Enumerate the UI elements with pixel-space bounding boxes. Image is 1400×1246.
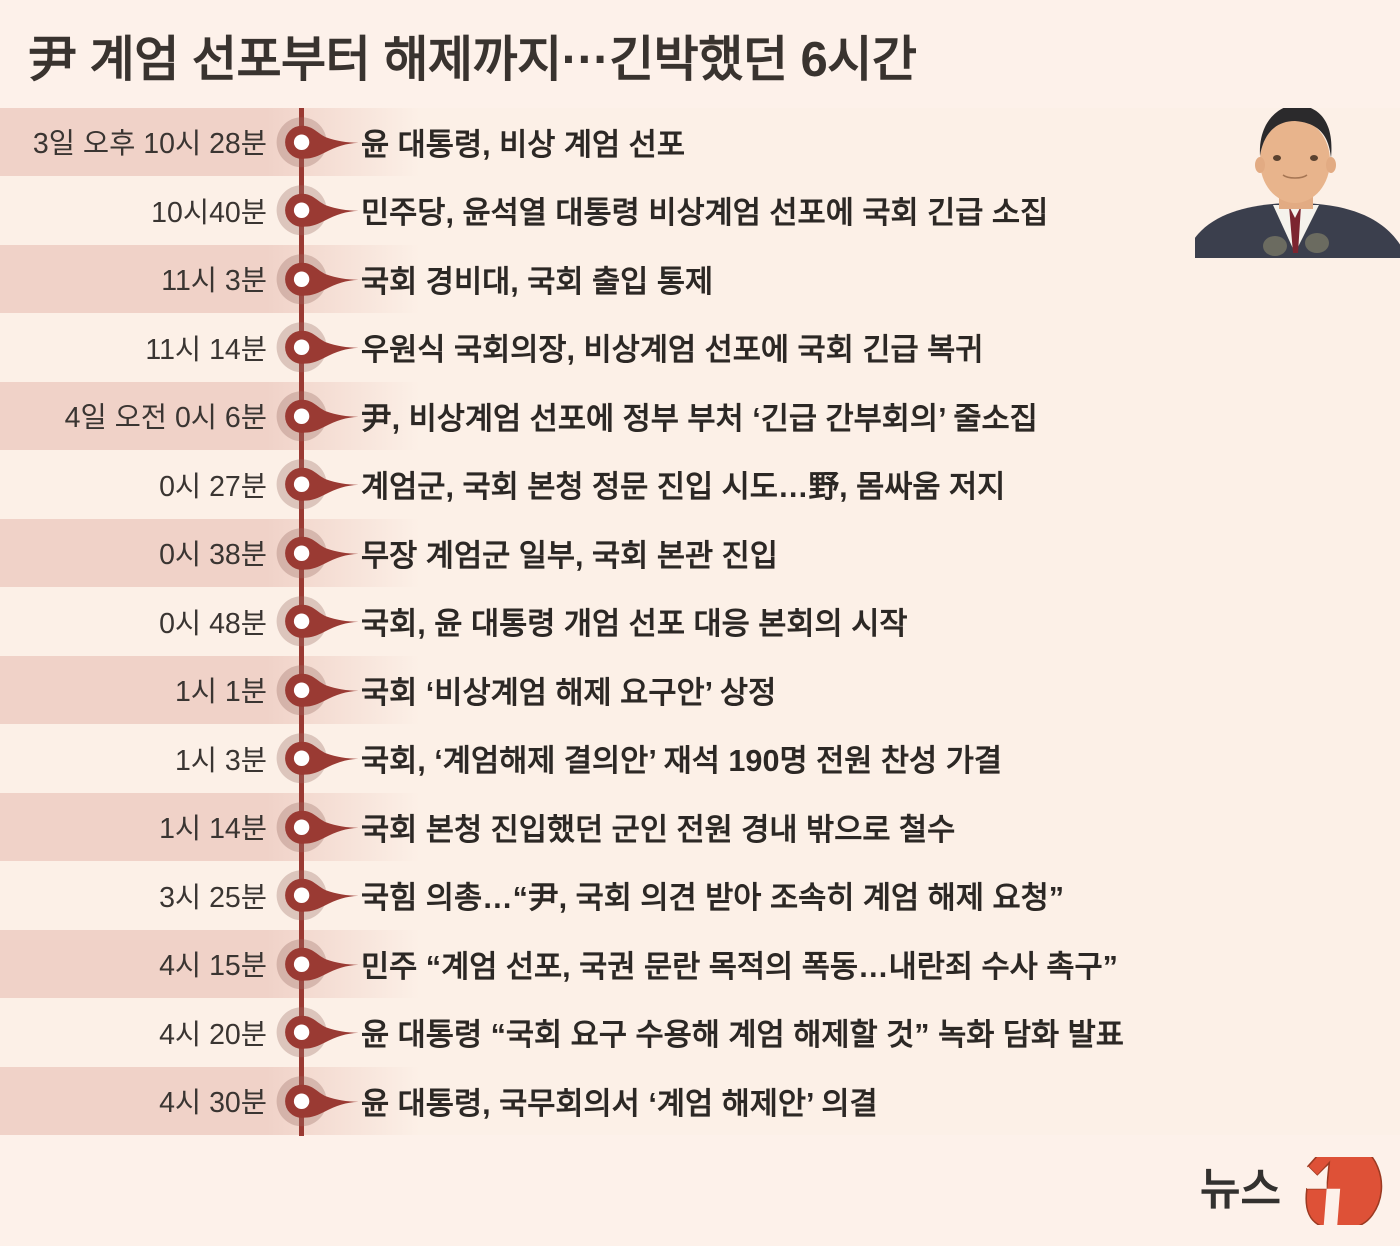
svg-text:뉴스: 뉴스 [1200, 1165, 1281, 1214]
